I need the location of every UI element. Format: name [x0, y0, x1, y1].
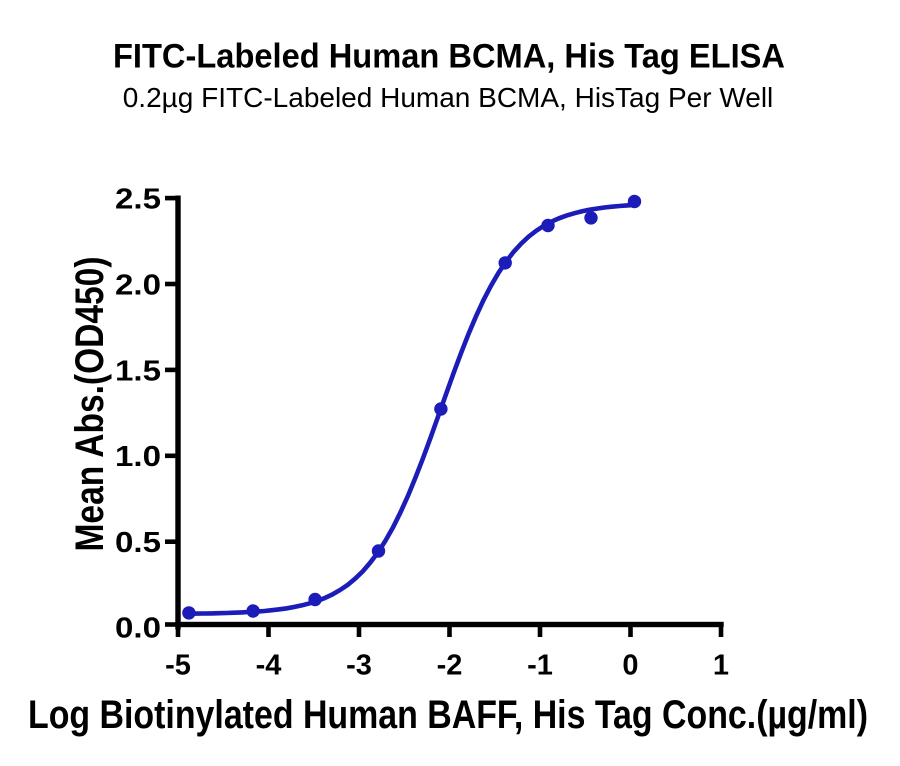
svg-text:-3: -3 — [346, 650, 372, 682]
svg-text:-5: -5 — [165, 650, 191, 682]
svg-text:1: 1 — [713, 650, 729, 682]
svg-text:2.5: 2.5 — [115, 184, 161, 216]
svg-text:Log Biotinylated Human BAFF, H: Log Biotinylated Human BAFF, His Tag Con… — [28, 693, 868, 737]
svg-text:2.0: 2.0 — [115, 269, 161, 301]
svg-text:FITC-Labeled Human BCMA, His T: FITC-Labeled Human BCMA, His Tag ELISA — [113, 38, 785, 76]
svg-text:-1: -1 — [527, 650, 553, 682]
svg-text:0.2µg FITC-Labeled Human BCMA,: 0.2µg FITC-Labeled Human BCMA, HisTag Pe… — [123, 82, 774, 113]
svg-text:0: 0 — [622, 650, 638, 682]
svg-text:-4: -4 — [256, 650, 282, 682]
svg-text:0.5: 0.5 — [115, 527, 161, 559]
svg-text:0.0: 0.0 — [115, 612, 161, 644]
svg-text:1.5: 1.5 — [115, 355, 161, 387]
svg-text:Mean Abs.(OD450): Mean Abs.(OD450) — [68, 257, 112, 552]
svg-text:1.0: 1.0 — [115, 441, 161, 473]
svg-text:-2: -2 — [437, 650, 463, 682]
